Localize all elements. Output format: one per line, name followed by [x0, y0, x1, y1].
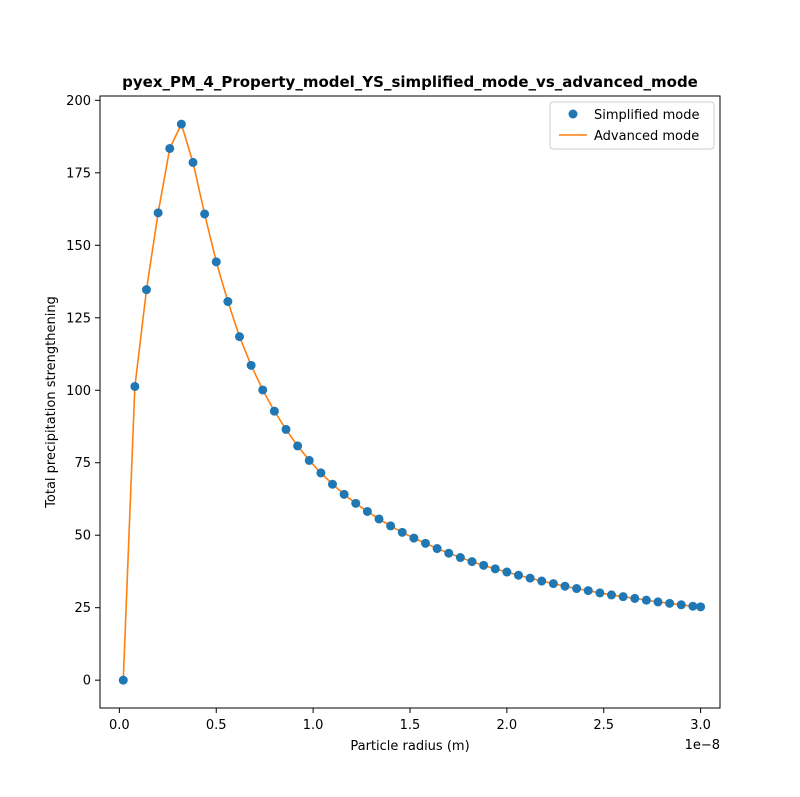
legend-simplified-marker — [568, 109, 578, 119]
simplified-mode-point — [502, 567, 512, 577]
y-tick-label: 200 — [66, 94, 91, 109]
y-tick-label: 0 — [83, 674, 91, 689]
simplified-mode-point — [130, 381, 140, 391]
x-axis-ticks: 0.0 0.5 1.0 1.5 2.0 2.5 3.0 — [109, 708, 711, 733]
simplified-mode-point — [607, 590, 616, 600]
simplified-mode-point — [432, 544, 442, 554]
x-tick-label: 1.5 — [400, 718, 421, 733]
simplified-mode-point — [269, 406, 279, 416]
simplified-mode-point — [142, 285, 151, 295]
simplified-mode-point — [258, 385, 268, 395]
simplified-mode-point — [281, 424, 291, 434]
simplified-mode-point — [246, 360, 256, 370]
plot-area — [100, 96, 720, 708]
simplified-mode-point — [304, 455, 314, 465]
simplified-mode-point — [200, 209, 210, 219]
simplified-mode-point — [409, 533, 419, 543]
y-tick-label: 75 — [74, 456, 91, 471]
y-tick-label: 150 — [66, 239, 91, 254]
simplified-mode-point — [696, 602, 706, 612]
y-tick-label: 50 — [74, 529, 91, 544]
simplified-mode-point — [351, 498, 361, 508]
simplified-mode-point — [188, 157, 198, 167]
simplified-mode-point — [386, 521, 396, 531]
legend-advanced-label: Advanced mode — [594, 129, 699, 144]
simplified-mode-point — [688, 601, 698, 611]
y-tick-label: 175 — [66, 166, 91, 181]
simplified-mode-point — [293, 441, 303, 451]
simplified-mode-point — [479, 560, 489, 570]
y-tick-label: 100 — [66, 384, 91, 399]
y-tick-label: 125 — [66, 311, 91, 326]
simplified-mode-point — [641, 595, 651, 605]
x-axis-label: Particle radius (m) — [350, 739, 469, 754]
simplified-mode-point — [165, 143, 175, 153]
plot-border — [99, 95, 721, 709]
simplified-mode-point — [572, 584, 582, 594]
legend-simplified-label: Simplified mode — [594, 108, 699, 123]
simplified-mode-point — [397, 527, 407, 537]
y-axis-ticks: 0 25 50 75 100 125 150 175 200 — [66, 94, 100, 689]
legend: Simplified mode Advanced mode — [549, 101, 715, 150]
simplified-mode-point — [676, 600, 686, 610]
chart-title: pyex_PM_4_Property_model_YS_simplified_m… — [122, 73, 698, 91]
simplified-mode-point — [316, 468, 326, 478]
simplified-mode-point — [374, 514, 384, 524]
simplified-mode-point — [630, 593, 640, 603]
simplified-mode-point — [176, 119, 186, 129]
simplified-mode-point — [618, 592, 628, 602]
y-tick-label: 25 — [74, 601, 91, 616]
x-tick-label: 0.0 — [109, 718, 130, 733]
simplified-mode-point — [328, 479, 337, 489]
simplified-mode-point — [235, 332, 244, 342]
simplified-mode-point — [514, 570, 523, 580]
simplified-mode-series — [118, 119, 706, 685]
simplified-mode-point — [583, 586, 593, 596]
simplified-mode-point — [560, 581, 570, 591]
x-tick-label: 3.0 — [690, 718, 711, 733]
simplified-mode-point — [490, 564, 500, 574]
simplified-mode-point — [339, 489, 349, 499]
simplified-mode-point — [223, 297, 233, 307]
simplified-mode-point — [653, 597, 663, 607]
simplified-mode-point — [595, 588, 605, 598]
simplified-mode-point — [421, 538, 430, 548]
x-axis-offset-text: 1e−8 — [685, 738, 720, 753]
legend-frame — [549, 101, 715, 150]
simplified-mode-point — [537, 576, 547, 586]
simplified-mode-point — [362, 506, 372, 516]
simplified-mode-point — [525, 573, 535, 583]
simplified-mode-point — [153, 208, 163, 218]
simplified-mode-point — [467, 557, 477, 567]
simplified-mode-point — [665, 598, 675, 608]
simplified-mode-point — [548, 579, 558, 589]
x-tick-label: 0.5 — [206, 718, 227, 733]
simplified-mode-point — [211, 257, 221, 267]
x-tick-label: 2.5 — [593, 718, 614, 733]
y-axis-label: Total precipitation strengthening — [44, 296, 59, 509]
x-tick-label: 2.0 — [497, 718, 518, 733]
simplified-mode-point — [444, 548, 454, 558]
simplified-mode-point — [118, 675, 128, 685]
x-tick-label: 1.0 — [303, 718, 324, 733]
simplified-mode-point — [455, 553, 465, 563]
